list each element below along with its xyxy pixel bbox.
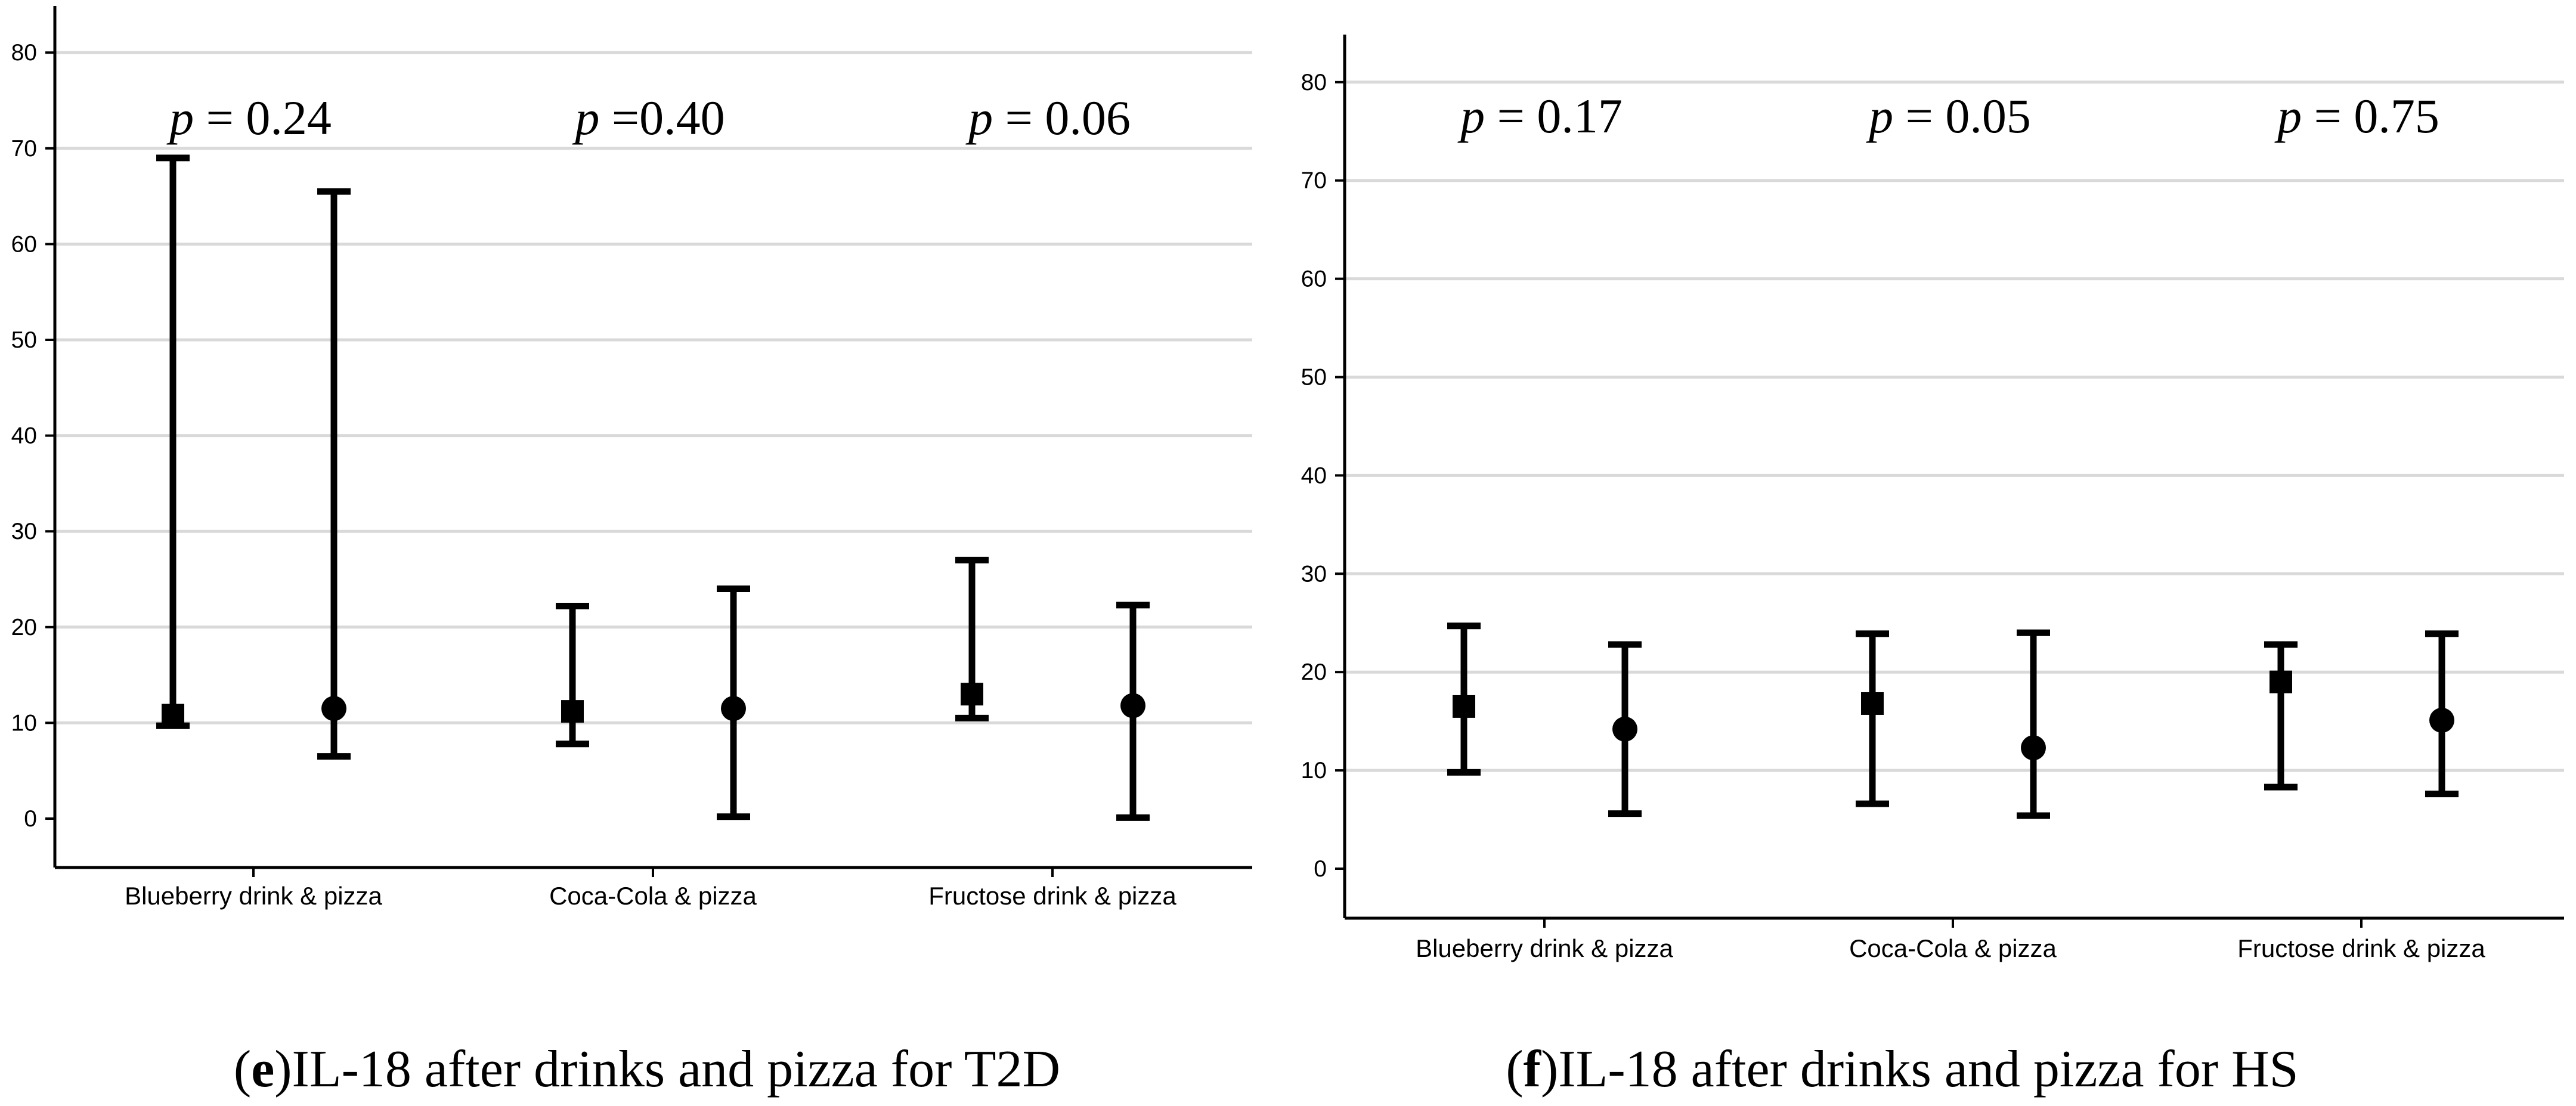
p-symbol: p [1457, 89, 1485, 143]
median-marker-circle [1120, 693, 1145, 718]
median-marker-circle [2429, 708, 2454, 733]
median-marker-circle [2021, 735, 2046, 761]
y-tick-label: 80 [11, 40, 37, 66]
p-symbol: p [1866, 89, 1893, 143]
p-value: = 0.24 [194, 91, 332, 145]
median-marker-circle [321, 696, 346, 721]
p-symbol: p [965, 91, 993, 145]
p-symbol: p [2274, 89, 2302, 143]
panel-f: 0 10 20 30 40 50 60 70 80 Blueberry drink & pizza… [1301, 35, 2564, 1098]
median-marker-square [1861, 692, 1884, 715]
p-symbol: p [166, 91, 194, 145]
y-tick-label: 60 [1301, 267, 1327, 292]
y-tick-label: 20 [1301, 659, 1327, 685]
p-value-label: p = 0.24 [166, 91, 332, 145]
panel-caption: (e)IL-18 after drinks and pizza for T2D [234, 1040, 1060, 1098]
y-tick-label: 30 [11, 519, 37, 544]
panel-caption: (f)IL-18 after drinks and pizza for HS [1506, 1040, 2298, 1098]
y-tick-label: 60 [11, 231, 37, 257]
y-tick-label: 20 [11, 615, 37, 640]
y-tick-label: 10 [11, 710, 37, 736]
median-marker-circle [721, 696, 746, 721]
panel-letter: f [1524, 1040, 1542, 1098]
x-tick-label: Coca-Cola & pizza [549, 882, 757, 910]
y-tick-label: 80 [1301, 70, 1327, 95]
median-marker-square [561, 700, 584, 723]
y-tick-label: 0 [24, 806, 37, 832]
p-value-label: p = 0.75 [2274, 89, 2439, 143]
caption-text: )IL-18 after drinks and pizza for HS [1541, 1040, 2299, 1098]
y-tick-label: 70 [1301, 168, 1327, 194]
p-value: = 0.06 [993, 91, 1131, 145]
y-tick-label: 40 [11, 423, 37, 449]
p-value-label: p = 0.06 [965, 91, 1131, 145]
y-tick-label: 40 [1301, 463, 1327, 488]
x-tick-label: Fructose drink & pizza [928, 882, 1176, 910]
x-tick-label: Coca-Cola & pizza [1849, 934, 2057, 962]
p-value: = 0.05 [1893, 89, 2031, 143]
p-value-label: p =0.40 [572, 91, 724, 145]
y-tick-label: 0 [1314, 856, 1327, 882]
median-marker-circle [1612, 716, 1637, 742]
x-tick-label: Blueberry drink & pizza [125, 882, 382, 910]
y-tick-label: 10 [1301, 758, 1327, 783]
y-tick-label: 70 [11, 136, 37, 162]
panel-e: 0 10 20 30 40 50 60 70 80 Blueberry drink & pizza… [11, 6, 1252, 1098]
p-symbol: p [572, 91, 599, 145]
panel-letter: e [251, 1040, 274, 1098]
median-marker-square [2270, 670, 2292, 693]
x-tick-label: Fructose drink & pizza [2237, 934, 2485, 962]
p-value: =0.40 [599, 91, 724, 145]
y-tick-label: 50 [1301, 365, 1327, 391]
caption-text: )IL-18 after drinks and pizza for T2D [274, 1040, 1060, 1098]
median-marker-square [961, 683, 983, 706]
x-tick-label: Blueberry drink & pizza [1416, 934, 1673, 962]
median-marker-square [1453, 695, 1475, 718]
p-value-label: p = 0.17 [1457, 89, 1623, 143]
p-value-label: p = 0.05 [1866, 89, 2031, 143]
y-tick-label: 30 [1301, 561, 1327, 587]
y-tick-label: 50 [11, 327, 37, 353]
p-value: = 0.17 [1485, 89, 1623, 143]
median-marker-square [162, 704, 184, 727]
p-value: = 0.75 [2302, 89, 2439, 143]
